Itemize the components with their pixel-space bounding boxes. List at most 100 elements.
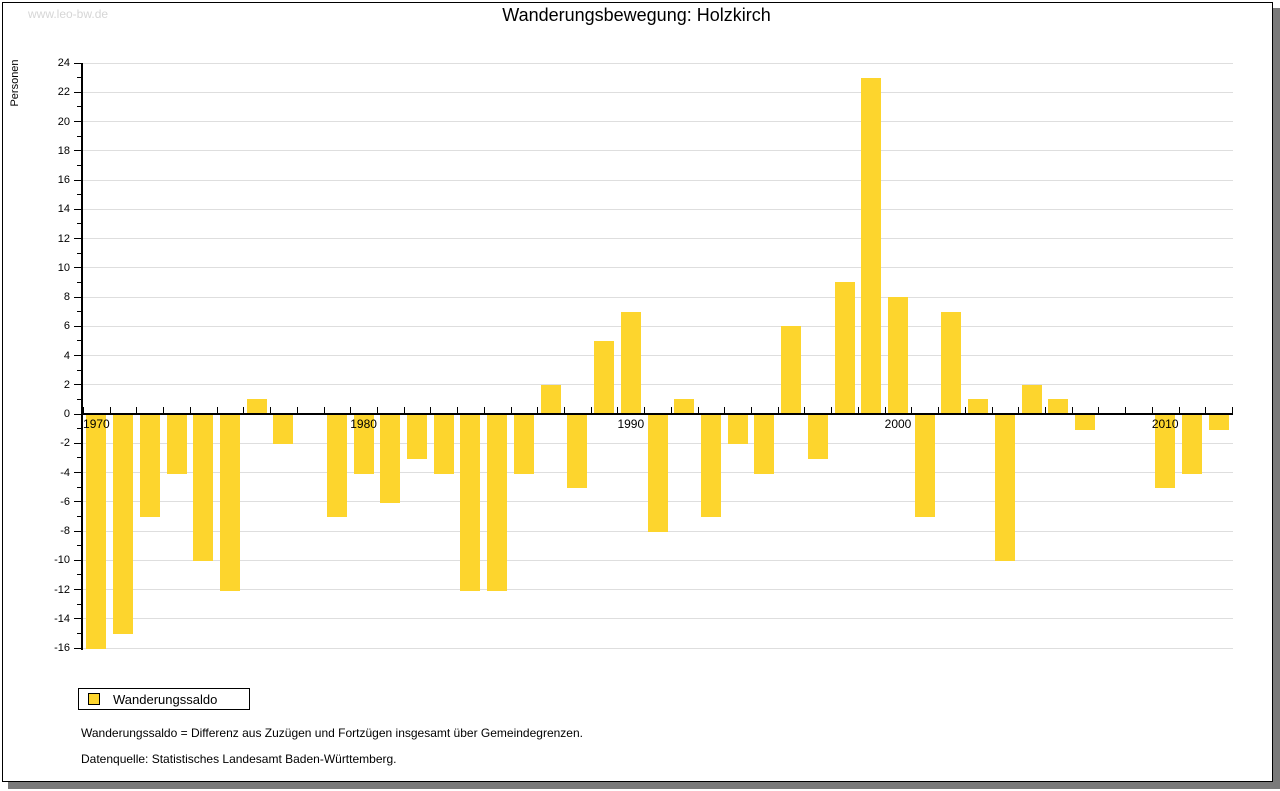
y-minor-tick-17: [77, 164, 81, 166]
x-tick-34: [991, 407, 993, 413]
bar-2011: [1181, 415, 1202, 474]
y-tick-16: [74, 179, 81, 181]
y-minor-tick--3: [77, 457, 81, 459]
bar-1980: [353, 415, 374, 474]
bar-1971: [113, 415, 134, 635]
y-minor-tick-9: [77, 281, 81, 283]
x-tick-29: [857, 407, 859, 413]
x-label-1980: 1980: [350, 417, 377, 431]
bar-1990: [620, 311, 641, 414]
x-tick-23: [697, 407, 699, 413]
legend: Wanderungssaldo: [78, 688, 250, 710]
bar-1981: [380, 415, 401, 503]
x-tick-7: [270, 407, 271, 413]
y-label--14: -14: [54, 612, 70, 625]
bar-2012: [1208, 415, 1229, 430]
bar-2000: [888, 297, 908, 414]
y-minor-tick--13: [77, 603, 81, 605]
bar-2004: [994, 415, 1015, 562]
y-tick-8: [74, 296, 81, 298]
y-minor-tick--1: [77, 428, 81, 430]
gridline-22: [83, 91, 1233, 93]
bar-1999: [861, 77, 882, 414]
y-tick--8: [74, 530, 81, 532]
y-minor-tick-23: [77, 77, 81, 79]
bar-1996: [781, 326, 802, 415]
y-tick-12: [74, 238, 81, 239]
bar-1982: [407, 415, 427, 459]
gridline--14: [83, 618, 1233, 620]
bar-1983: [433, 415, 454, 474]
y-label-20: 20: [57, 115, 70, 128]
x-tick-3: [163, 407, 165, 413]
gridline-10: [83, 267, 1233, 269]
legend-label: Wanderungssaldo: [113, 691, 218, 707]
bar-1998: [834, 282, 855, 414]
x-tick-27: [804, 407, 806, 413]
y-tick--2: [74, 442, 81, 444]
x-label-1970: 1970: [83, 417, 110, 431]
y-tick--16: [74, 647, 81, 649]
gridline-4: [83, 355, 1233, 356]
bar-1973: [166, 415, 187, 474]
bar-1984: [460, 415, 481, 591]
x-tick-18: [564, 407, 565, 413]
bar-1988: [567, 415, 588, 489]
x-tick-19: [590, 407, 592, 413]
bar-2007: [1075, 415, 1095, 430]
bar-1987: [540, 384, 561, 415]
y-label--2: -2: [60, 437, 70, 450]
y-minor-tick--7: [77, 515, 81, 517]
x-tick-25: [751, 407, 752, 413]
page-title: Wanderungsbewegung: Holzkirch: [502, 5, 771, 25]
bar-1979: [326, 415, 347, 518]
bar-1989: [594, 340, 614, 414]
y-axis-line: [81, 63, 83, 650]
x-tick-42: [1205, 407, 1207, 413]
y-minor-tick--5: [77, 486, 81, 488]
x-tick-43: [1232, 407, 1233, 413]
bar-2005: [1021, 384, 1042, 415]
gridline--16: [83, 647, 1233, 649]
y-minor-tick-5: [77, 340, 81, 342]
footnote-definition: Wanderungssaldo = Differenz aus Zuzügen …: [81, 726, 583, 740]
x-label-1990: 1990: [617, 417, 645, 431]
x-tick-21: [644, 407, 646, 413]
y-label--16: -16: [54, 642, 70, 654]
footnote-source: Datenquelle: Statistisches Landesamt Bad…: [81, 752, 397, 766]
x-tick-12: [403, 407, 405, 413]
bar-1994: [727, 415, 748, 445]
y-label--8: -8: [60, 525, 70, 537]
y-label-0: 0: [63, 408, 70, 420]
bar-1992: [674, 399, 695, 414]
y-minor-tick-7: [77, 311, 81, 313]
gridline-16: [83, 179, 1233, 181]
x-tick-39: [1125, 407, 1127, 413]
y-label-16: 16: [57, 174, 70, 186]
gridline-18: [83, 150, 1233, 152]
gridline-20: [83, 121, 1233, 122]
y-label-18: 18: [57, 144, 70, 157]
y-tick--12: [74, 589, 81, 590]
y-label--4: -4: [60, 466, 70, 479]
bar-1986: [513, 415, 534, 474]
y-minor-tick-3: [77, 369, 81, 371]
y-tick-20: [74, 121, 81, 122]
gridline-14: [83, 208, 1233, 210]
y-minor-tick-11: [77, 252, 81, 254]
x-tick-28: [831, 407, 833, 413]
y-minor-tick-1: [77, 398, 81, 400]
x-tick-14: [457, 407, 459, 413]
x-tick-35: [1018, 407, 1020, 413]
y-label-14: 14: [57, 203, 70, 216]
x-tick-22: [670, 407, 672, 413]
y-label--12: -12: [54, 583, 70, 596]
x-tick-41: [1178, 407, 1180, 413]
y-label-6: 6: [63, 320, 70, 333]
x-tick-36: [1044, 407, 1046, 413]
x-tick-13: [430, 407, 432, 413]
gridline-12: [83, 238, 1233, 239]
x-tick-8: [296, 407, 298, 413]
y-label--6: -6: [60, 495, 70, 508]
